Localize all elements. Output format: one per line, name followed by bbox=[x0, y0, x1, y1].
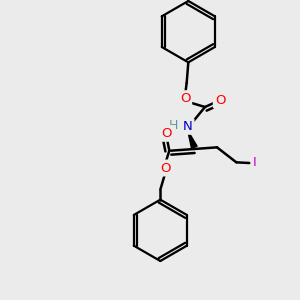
Text: O: O bbox=[180, 92, 190, 105]
Text: O: O bbox=[215, 94, 225, 107]
Text: H: H bbox=[169, 119, 178, 133]
Text: I: I bbox=[253, 157, 256, 169]
Text: O: O bbox=[161, 127, 172, 140]
Text: O: O bbox=[160, 161, 171, 175]
Polygon shape bbox=[188, 130, 197, 148]
Text: N: N bbox=[183, 120, 193, 133]
